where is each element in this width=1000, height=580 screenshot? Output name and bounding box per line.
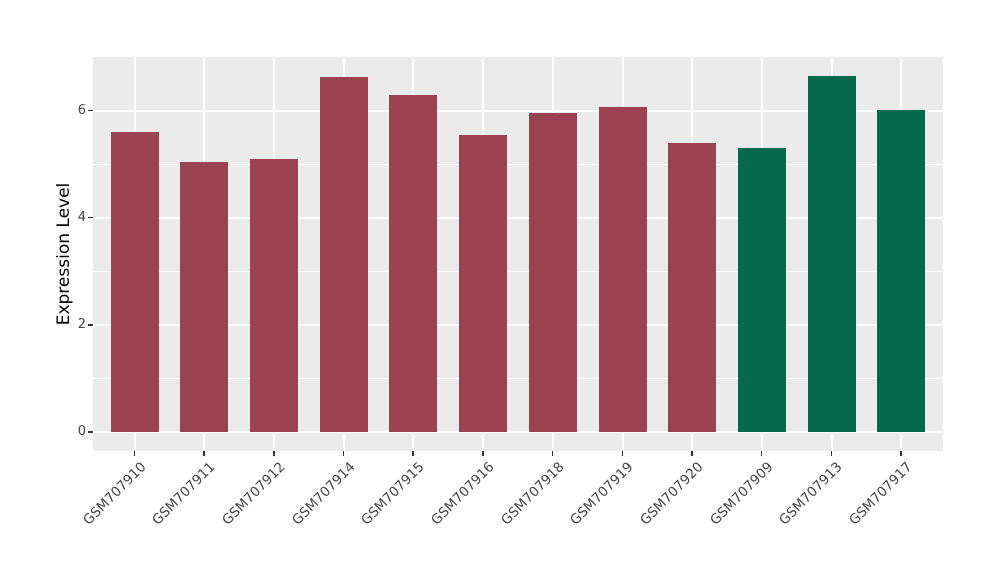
x-tick (900, 451, 902, 456)
major-gridline (93, 324, 943, 327)
x-tick-label: GSM707919 (567, 459, 637, 529)
x-tick (830, 451, 833, 456)
bar-GSM707920 (668, 142, 717, 433)
major-gridline (93, 431, 943, 434)
y-tick (88, 109, 93, 112)
x-tick-label: GSM707909 (706, 459, 777, 529)
x-tick (133, 451, 136, 456)
y-tick-label: 0 (77, 424, 86, 440)
bar-GSM707909 (737, 147, 786, 433)
bar-GSM707917 (877, 109, 926, 433)
y-tick-label: 6 (77, 102, 86, 118)
x-tick-label: GSM707918 (497, 459, 568, 529)
x-tick-label: GSM707917 (846, 459, 916, 529)
x-tick (273, 451, 275, 456)
y-tick (88, 324, 93, 326)
minor-gridline (93, 378, 943, 380)
bar-GSM707912 (250, 159, 299, 433)
x-tick (621, 451, 623, 456)
x-tick (551, 451, 554, 456)
y-tick (88, 216, 93, 219)
major-gridline (93, 216, 943, 219)
x-tick-label: GSM707913 (776, 459, 846, 529)
x-tick (760, 451, 763, 456)
y-tick (88, 431, 93, 433)
bar-GSM707918 (528, 113, 577, 433)
plot-panel (93, 57, 943, 451)
x-tick-label: GSM707915 (358, 459, 428, 529)
x-tick-label: GSM707920 (637, 459, 707, 529)
bar-GSM707910 (110, 132, 159, 433)
x-tick (691, 451, 693, 456)
bar-GSM707915 (389, 95, 438, 433)
bar-GSM707913 (807, 76, 856, 433)
x-tick (412, 451, 414, 456)
x-tick-label: GSM707912 (219, 459, 289, 529)
x-tick (342, 451, 345, 456)
x-tick-label: GSM707914 (288, 459, 359, 529)
x-tick (482, 451, 484, 456)
x-tick-label: GSM707911 (149, 459, 219, 529)
y-tick-label: 4 (77, 209, 86, 225)
y-tick-label: 2 (77, 317, 86, 333)
bar-GSM707911 (180, 161, 229, 433)
bar-GSM707919 (598, 106, 647, 433)
minor-gridline (93, 270, 943, 272)
y-axis-title: Expression Level (54, 182, 74, 326)
minor-gridline (93, 163, 943, 165)
bar-GSM707916 (459, 134, 508, 433)
x-tick (203, 451, 205, 456)
x-tick-label: GSM707916 (428, 459, 498, 529)
bar-GSM707914 (319, 77, 368, 433)
major-gridline (93, 109, 943, 112)
x-tick-label: GSM707910 (79, 459, 150, 529)
